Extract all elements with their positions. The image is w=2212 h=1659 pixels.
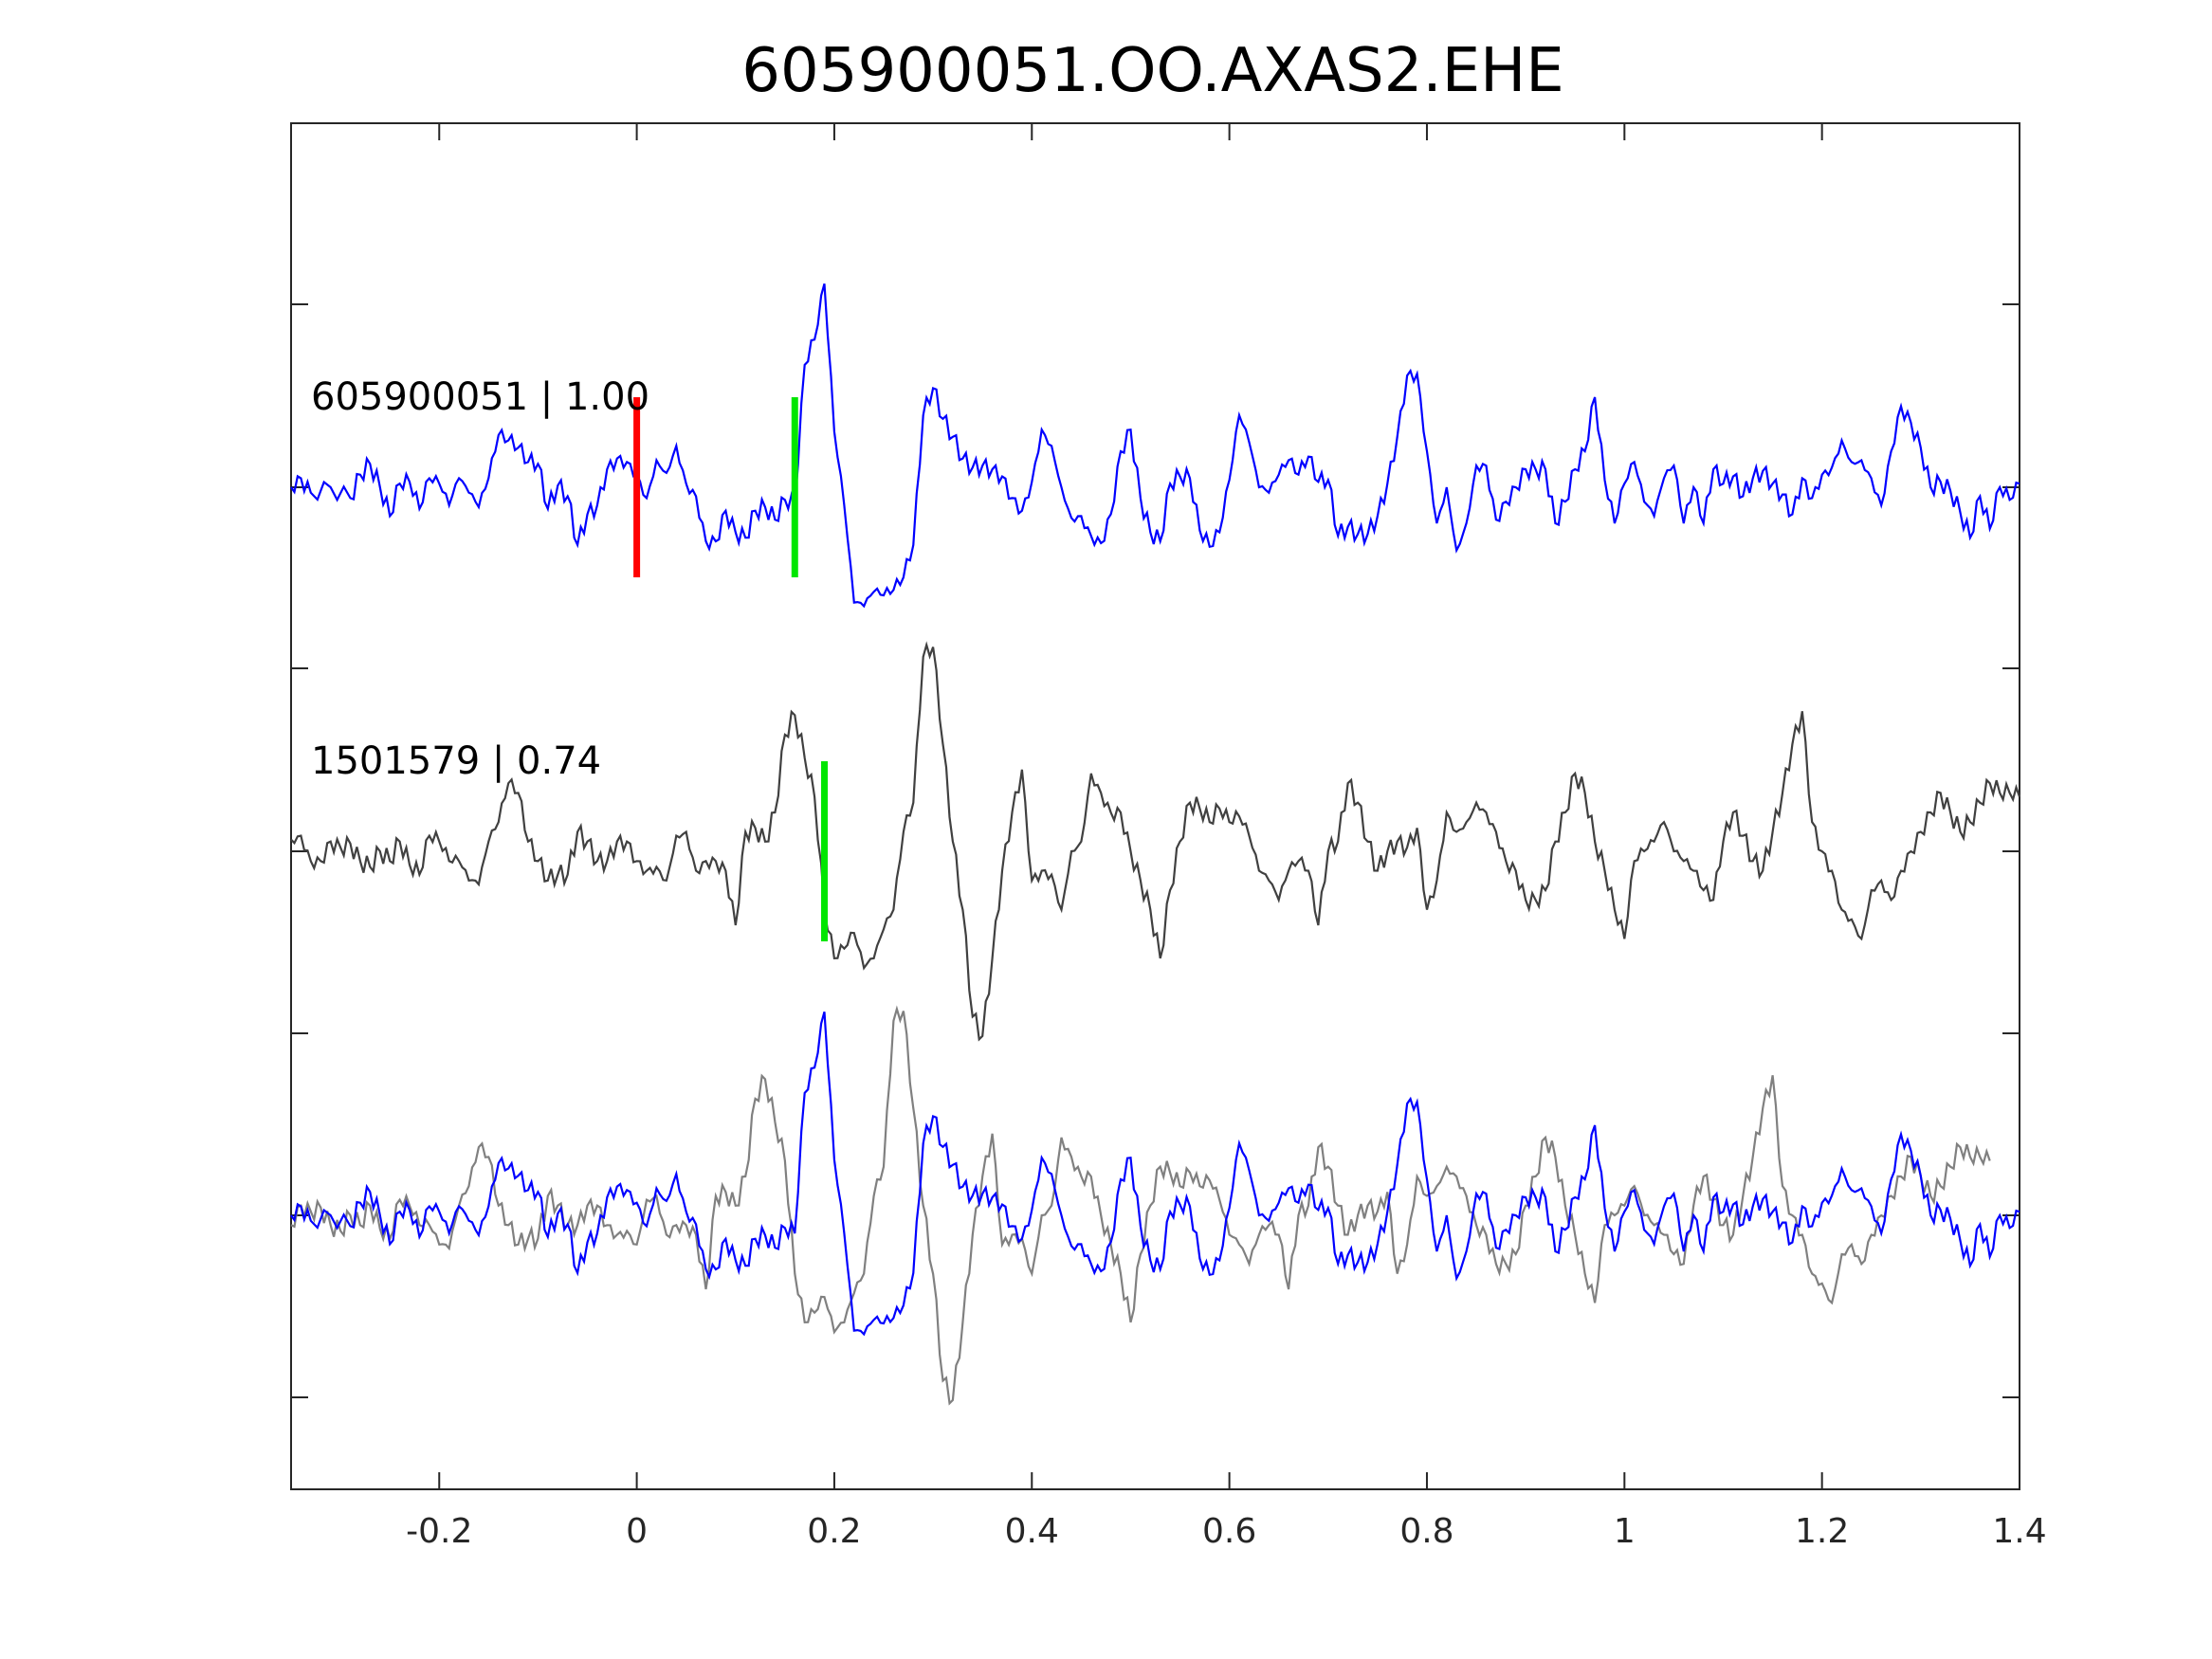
x-tick-label: 0.6 <box>1202 1512 1256 1551</box>
overlay-template-line <box>290 1005 1991 1406</box>
trace-605900051-line <box>290 283 2020 609</box>
trace-1501579-line <box>290 641 2021 1042</box>
trace-label-1501579: 1501579 | 0.74 <box>311 739 601 783</box>
plot-area: -0.2 0 0.2 0.4 0.6 0.8 1 1.2 1.4 605900051 | 1.00… <box>290 122 2047 1551</box>
x-tick-label: 0 <box>626 1512 648 1551</box>
x-tick-label: 1 <box>1614 1512 1636 1551</box>
overlay-target-line <box>290 1012 2020 1337</box>
x-tick-label: 0.8 <box>1399 1512 1453 1551</box>
x-tick-label: -0.2 <box>406 1512 472 1551</box>
x-tick-label: 1.4 <box>1992 1512 2046 1551</box>
x-tick-label: 0.2 <box>807 1512 861 1551</box>
x-tick-label: 1.2 <box>1795 1512 1849 1551</box>
axes-box <box>290 122 2020 1490</box>
x-tick-label: 0.4 <box>1005 1512 1059 1551</box>
chart-title: 605900051.OO.AXAS2.EHE <box>741 36 1563 106</box>
trace-label-605900051: 605900051 | 1.00 <box>311 375 649 419</box>
